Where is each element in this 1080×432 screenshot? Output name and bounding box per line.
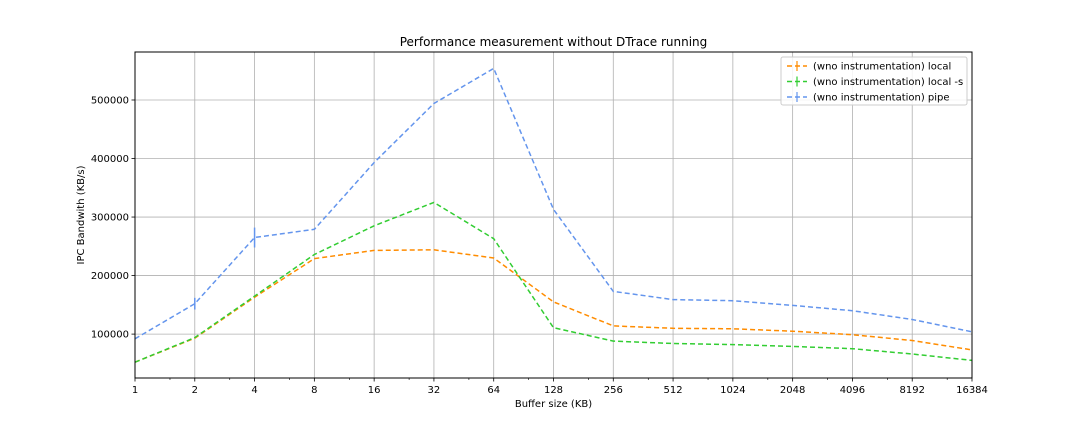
x-tick-label: 256 xyxy=(604,385,623,396)
x-tick-label: 4096 xyxy=(840,385,865,396)
y-tick-label: 400000 xyxy=(91,154,129,165)
x-tick-label: 1 xyxy=(132,385,138,396)
series-lines xyxy=(134,67,973,363)
x-tick-label: 32 xyxy=(428,385,441,396)
x-tick-label: 16 xyxy=(368,385,381,396)
x-tick-label: 2 xyxy=(192,385,198,396)
axis-ticks: 1 2 4 8 16 32 64 128 256 512 1024 2048 4096 8192 16384… xyxy=(91,95,988,396)
legend-label: (wno instrumentation) local -s xyxy=(813,77,963,88)
x-tick-label: 128 xyxy=(544,385,563,396)
x-tick-label: 16384 xyxy=(956,385,988,396)
series-line-3 xyxy=(134,67,973,340)
legend-box xyxy=(780,56,968,106)
x-tick-label: 4 xyxy=(251,385,257,396)
grid xyxy=(134,52,973,378)
chart-title: Performance measurement without DTrace r… xyxy=(400,35,708,49)
x-tick-label: 64 xyxy=(487,385,500,396)
x-tick-label: 1024 xyxy=(720,385,745,396)
x-tick-label: 8192 xyxy=(899,385,924,396)
legend-label: (wno instrumentation) local xyxy=(813,62,951,73)
series-line-1 xyxy=(134,249,973,363)
x-axis-label: Buffer size (KB) xyxy=(515,399,592,410)
x-tick-label: 2048 xyxy=(780,385,805,396)
y-tick-label: 500000 xyxy=(91,95,129,106)
y-tick-label: 100000 xyxy=(91,330,129,341)
series-line-2 xyxy=(134,201,973,363)
y-tick-label: 200000 xyxy=(91,271,129,282)
legend-label: (wno instrumentation) pipe xyxy=(813,93,950,104)
x-tick-label: 512 xyxy=(664,385,683,396)
y-axis-label: IPC Bandwith (KB/s) xyxy=(76,165,87,264)
legend: (wno instrumentation) local (wno instrume… xyxy=(780,56,968,106)
x-tick-label: 8 xyxy=(311,385,317,396)
y-tick-label: 300000 xyxy=(91,213,129,224)
